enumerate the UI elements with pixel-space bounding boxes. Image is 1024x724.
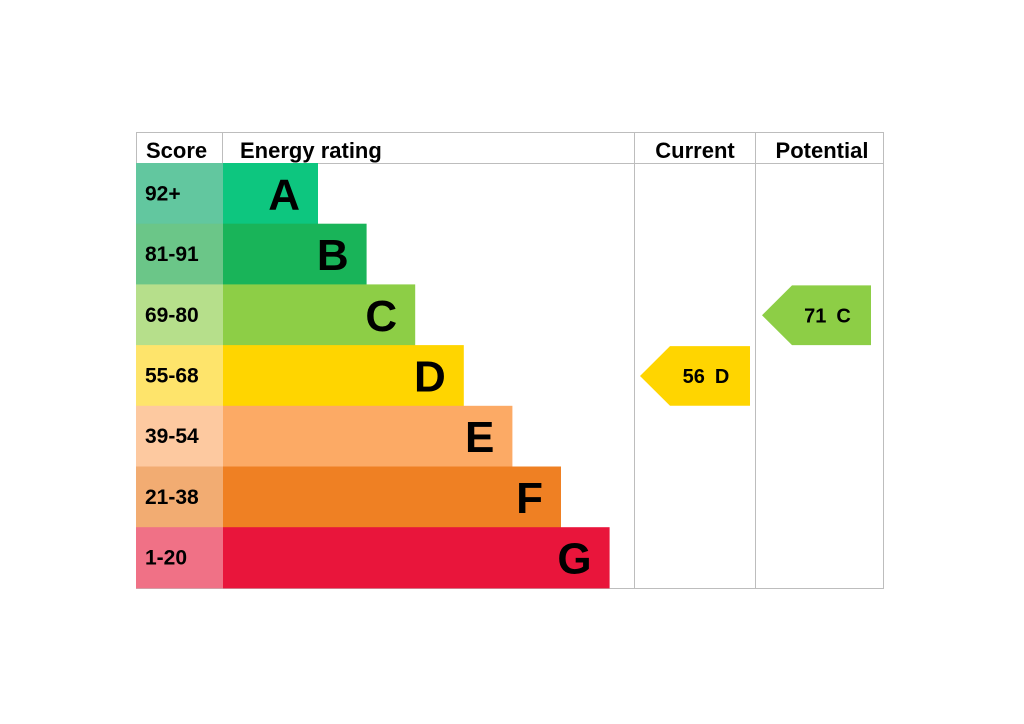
rating-bar-d xyxy=(223,345,464,407)
score-cell-a xyxy=(136,163,223,225)
rating-bar-a xyxy=(223,163,318,225)
potential-rating-label: 71 C xyxy=(804,305,851,327)
rating-arrows: 56 D 71 C xyxy=(640,285,871,406)
rating-letter-b: B xyxy=(317,231,349,280)
potential-score-value: 71 xyxy=(804,305,826,327)
score-range-g: 1-20 xyxy=(145,547,187,570)
header-energy-rating: Energy rating xyxy=(240,138,382,163)
score-range-f: 21-38 xyxy=(145,486,199,509)
rating-bar-b xyxy=(223,223,367,285)
current-rating-letter: D xyxy=(715,366,729,388)
current-rating-label: 56 D xyxy=(683,366,730,388)
rating-bar-f xyxy=(223,466,561,528)
score-cell-e xyxy=(136,405,223,467)
rating-bar-c xyxy=(223,284,416,346)
potential-rating-letter: C xyxy=(836,305,850,327)
current-score-value: 56 xyxy=(683,366,705,388)
score-range-e: 39-54 xyxy=(145,425,199,448)
score-cell-d xyxy=(136,345,223,407)
score-cell-f xyxy=(136,466,223,528)
rating-letter-c: C xyxy=(365,292,397,341)
rating-letter-e: E xyxy=(465,413,494,462)
rating-letter-f: F xyxy=(516,474,543,523)
rating-letter-d: D xyxy=(414,352,446,401)
rating-letter-g: G xyxy=(557,535,591,584)
rating-bar-g xyxy=(223,527,610,589)
current-rating-arrow xyxy=(640,346,750,406)
score-range-a: 92+ xyxy=(145,182,181,205)
potential-rating-arrow xyxy=(762,285,871,346)
score-cell-g xyxy=(136,527,223,589)
header-potential: Potential xyxy=(776,138,869,163)
score-range-b: 81-91 xyxy=(145,243,199,266)
score-cell-b xyxy=(136,223,223,285)
score-range-d: 55-68 xyxy=(145,364,199,387)
header-current: Current xyxy=(655,138,735,163)
rating-letter-a: A xyxy=(268,170,300,219)
header-score: Score xyxy=(146,138,207,163)
rating-bar-e xyxy=(223,405,513,467)
score-cell-c xyxy=(136,284,223,346)
rating-bands: 92+ A 81-91 B 69-80 C 55-68 D 39-54 E 21-38 F 1-20 G xyxy=(136,163,610,589)
score-range-c: 69-80 xyxy=(145,304,199,327)
